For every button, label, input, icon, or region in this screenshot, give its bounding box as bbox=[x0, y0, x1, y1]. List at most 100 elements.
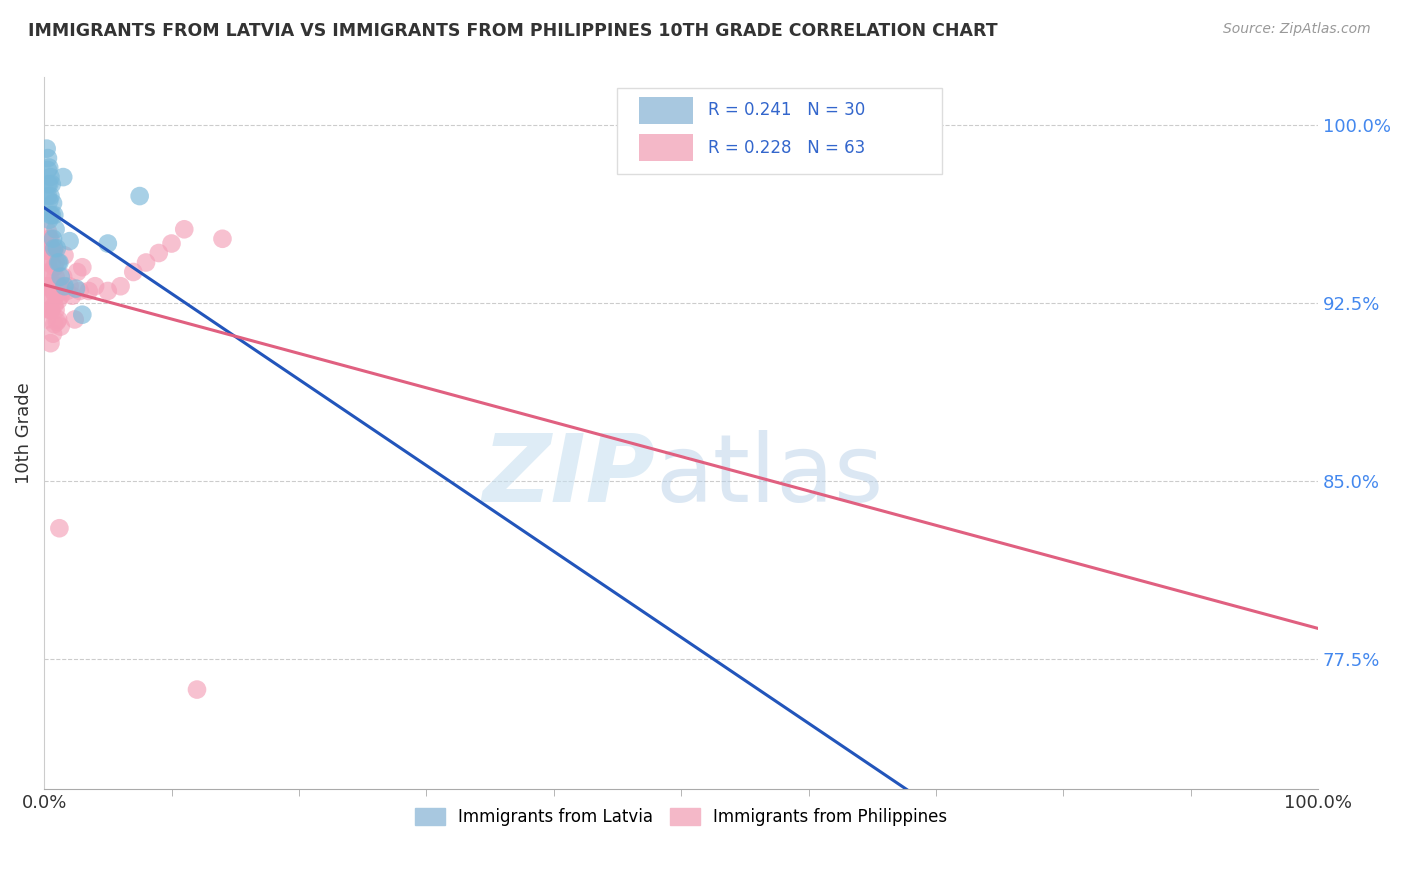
Text: atlas: atlas bbox=[655, 430, 884, 522]
Text: Source: ZipAtlas.com: Source: ZipAtlas.com bbox=[1223, 22, 1371, 37]
Point bbox=[39, 189, 62, 203]
Point bbox=[37, 151, 59, 165]
Point bbox=[46, 255, 69, 269]
Text: ZIP: ZIP bbox=[482, 430, 655, 522]
Point bbox=[44, 208, 66, 222]
Point bbox=[35, 142, 58, 156]
Point bbox=[37, 178, 59, 192]
Point bbox=[44, 241, 66, 255]
Point bbox=[58, 279, 80, 293]
Point bbox=[42, 232, 65, 246]
Point bbox=[173, 222, 195, 236]
Point bbox=[56, 284, 79, 298]
Point bbox=[39, 208, 62, 222]
Point bbox=[63, 312, 86, 326]
Point bbox=[38, 302, 60, 317]
Point bbox=[37, 163, 59, 178]
Point bbox=[160, 236, 183, 251]
Point bbox=[48, 279, 70, 293]
Point bbox=[42, 326, 65, 341]
Point bbox=[46, 279, 69, 293]
Point bbox=[44, 317, 66, 331]
Point bbox=[53, 248, 76, 262]
Point bbox=[39, 232, 62, 246]
Point bbox=[41, 208, 63, 222]
Point bbox=[39, 265, 62, 279]
Point bbox=[72, 260, 94, 275]
Point bbox=[42, 244, 65, 258]
Point bbox=[97, 236, 120, 251]
Point bbox=[110, 279, 132, 293]
Point bbox=[41, 241, 63, 255]
Point bbox=[35, 279, 58, 293]
Point bbox=[42, 284, 65, 298]
Point bbox=[45, 289, 67, 303]
Point bbox=[37, 244, 59, 258]
Point bbox=[39, 336, 62, 351]
Point bbox=[135, 255, 157, 269]
Point bbox=[37, 279, 59, 293]
Point bbox=[41, 302, 63, 317]
Point bbox=[77, 284, 100, 298]
Point bbox=[45, 279, 67, 293]
Point bbox=[45, 269, 67, 284]
Point bbox=[38, 265, 60, 279]
Point bbox=[38, 194, 60, 208]
Point bbox=[211, 232, 233, 246]
Point bbox=[37, 289, 59, 303]
Point bbox=[52, 269, 75, 284]
Point bbox=[128, 189, 150, 203]
Point bbox=[39, 241, 62, 255]
Point bbox=[53, 279, 76, 293]
Point bbox=[69, 284, 91, 298]
Point bbox=[52, 170, 75, 185]
Point bbox=[148, 246, 170, 260]
Point bbox=[65, 282, 87, 296]
Point bbox=[37, 225, 59, 239]
Legend: Immigrants from Latvia, Immigrants from Philippines: Immigrants from Latvia, Immigrants from … bbox=[406, 799, 956, 834]
Point bbox=[45, 255, 67, 269]
Text: IMMIGRANTS FROM LATVIA VS IMMIGRANTS FROM PHILIPPINES 10TH GRADE CORRELATION CHA: IMMIGRANTS FROM LATVIA VS IMMIGRANTS FRO… bbox=[28, 22, 998, 40]
Point bbox=[37, 189, 59, 203]
Point bbox=[48, 521, 70, 535]
Point bbox=[48, 255, 70, 269]
Point bbox=[66, 265, 89, 279]
Point bbox=[49, 269, 72, 284]
Point bbox=[49, 319, 72, 334]
Point bbox=[58, 234, 80, 248]
Point bbox=[45, 222, 67, 236]
Point bbox=[44, 260, 66, 275]
Point bbox=[44, 279, 66, 293]
Point bbox=[45, 315, 67, 329]
Point bbox=[72, 308, 94, 322]
Point bbox=[97, 284, 120, 298]
Point bbox=[84, 279, 107, 293]
Point bbox=[60, 289, 83, 303]
Point bbox=[39, 279, 62, 293]
Point bbox=[39, 302, 62, 317]
Point bbox=[49, 289, 72, 303]
Point bbox=[38, 161, 60, 175]
Point bbox=[45, 241, 67, 255]
Point bbox=[42, 196, 65, 211]
Point bbox=[38, 178, 60, 192]
Point bbox=[35, 244, 58, 258]
Point bbox=[38, 232, 60, 246]
Point bbox=[186, 682, 208, 697]
Point bbox=[44, 244, 66, 258]
Point bbox=[41, 289, 63, 303]
Point bbox=[46, 293, 69, 308]
Point bbox=[39, 170, 62, 185]
Bar bbox=[640, 135, 693, 161]
Point bbox=[41, 255, 63, 269]
Point bbox=[46, 312, 69, 326]
Point bbox=[35, 312, 58, 326]
Text: R = 0.228   N = 63: R = 0.228 N = 63 bbox=[707, 139, 865, 157]
FancyBboxPatch shape bbox=[617, 88, 942, 174]
Bar bbox=[640, 96, 693, 124]
Point bbox=[51, 284, 73, 298]
Point bbox=[37, 255, 59, 269]
Point bbox=[45, 302, 67, 317]
Text: R = 0.241   N = 30: R = 0.241 N = 30 bbox=[707, 101, 865, 120]
Point bbox=[122, 265, 145, 279]
